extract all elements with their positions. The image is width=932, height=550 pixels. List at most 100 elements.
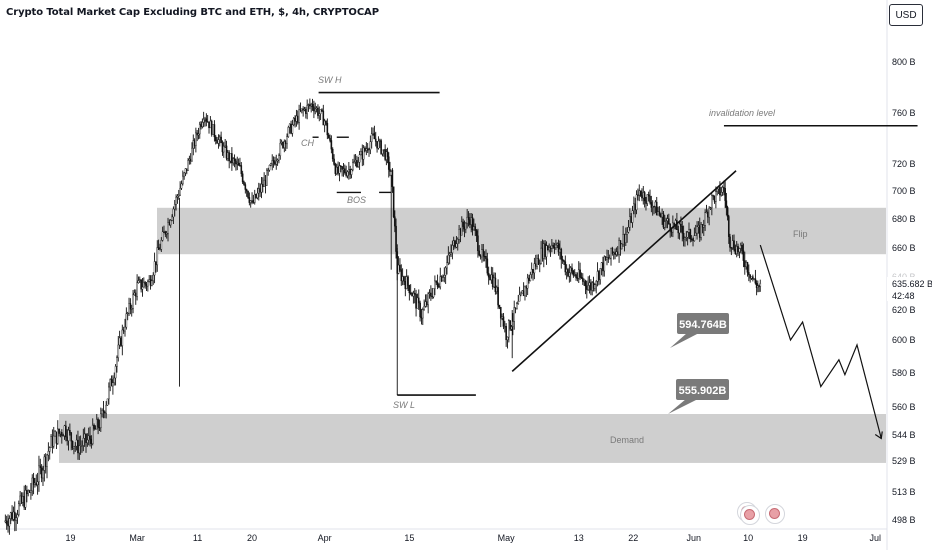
candle-body (240, 165, 243, 174)
candle-body (134, 292, 137, 297)
candle-body (28, 490, 31, 493)
candle-body (442, 277, 444, 282)
candle-body (497, 287, 499, 306)
chart-title: Crypto Total Market Cap Excluding BTC an… (6, 7, 379, 18)
candle-body (376, 141, 378, 149)
candle-body (125, 313, 128, 328)
candle-body (276, 159, 279, 162)
candle-body (501, 316, 503, 319)
candle-body (584, 280, 587, 287)
candle-body (463, 226, 466, 230)
candle-body (481, 249, 483, 258)
candle-body (663, 221, 666, 228)
current-price-label: 635.682 B (892, 279, 932, 289)
candle-body (560, 249, 563, 260)
currency-button[interactable]: USD (889, 4, 923, 26)
candle-body (423, 306, 425, 310)
candle-body (638, 190, 641, 196)
candle-body (411, 293, 413, 297)
candle-body (300, 108, 303, 111)
candle-body (532, 268, 534, 274)
candle-body (391, 169, 394, 187)
candle-body (702, 225, 705, 228)
candle-body (335, 167, 338, 174)
candle-body (121, 329, 124, 346)
candle-body (63, 425, 66, 436)
candle-body (327, 134, 330, 139)
y-tick-label: 620 B (892, 305, 916, 315)
candle-body (440, 276, 443, 282)
candle-body (639, 190, 642, 196)
candle-body (217, 139, 220, 144)
y-tick-label: 800 B (892, 57, 916, 67)
candle-body (235, 160, 237, 165)
candle-body (548, 247, 550, 251)
candle-body (210, 120, 213, 135)
candle-body (434, 280, 436, 289)
candle-body (322, 110, 325, 126)
candle-body (38, 465, 40, 483)
current-price-box (887, 277, 932, 301)
candle-body (65, 425, 67, 438)
candle-body (17, 503, 20, 515)
candle-body (229, 153, 232, 162)
candle-body (9, 512, 12, 519)
candle-body (435, 280, 438, 283)
candle-body (90, 438, 93, 444)
candle-body (223, 146, 225, 153)
candle-body (633, 203, 635, 211)
x-tick-label: 20 (247, 533, 257, 543)
candle-body (243, 181, 245, 185)
candle-body (149, 279, 152, 286)
candle-body (191, 147, 193, 162)
candle-body (78, 445, 81, 454)
candle-body (358, 154, 361, 163)
candle-body (372, 133, 374, 135)
candle-body (331, 148, 334, 160)
candle-body (270, 163, 272, 166)
candle-body (173, 204, 176, 210)
candle-body (677, 229, 680, 234)
candle-body (165, 232, 168, 235)
event-marker-icon[interactable] (765, 504, 785, 524)
candle-body (614, 252, 616, 255)
candle-body (547, 245, 549, 251)
candle-body (729, 236, 731, 248)
event-markers-icon[interactable] (737, 502, 763, 526)
candle-body (685, 237, 688, 239)
candle-body (341, 166, 343, 170)
candle-body (89, 435, 91, 440)
candle-body (686, 232, 689, 238)
candle-body (680, 223, 682, 227)
candle-body (600, 262, 603, 269)
candle-body (114, 366, 117, 379)
candle-body (689, 229, 692, 240)
candle-body (707, 211, 709, 218)
candle-body (61, 432, 63, 436)
candle-body (629, 216, 631, 228)
candle-body (565, 269, 568, 273)
candle-body (506, 336, 509, 341)
candle-body (95, 419, 98, 430)
candle-body (241, 173, 244, 183)
candle-body (755, 283, 758, 288)
candle-body (563, 260, 565, 262)
candle-body (218, 136, 221, 140)
candle-body (164, 231, 167, 235)
callout-price-2 (676, 379, 729, 400)
zone-demand (59, 414, 886, 463)
candle-body (586, 285, 588, 290)
candle-body (416, 297, 419, 309)
candle-body (499, 307, 502, 319)
candle-body (225, 145, 228, 159)
candle-body (40, 467, 43, 479)
candle-body (627, 227, 630, 233)
candle-body (696, 226, 698, 234)
candle-body (567, 269, 569, 277)
candle-body (452, 240, 455, 246)
callout-price-2-text: 555.902B (679, 385, 727, 397)
candle-body (161, 231, 164, 241)
candle-body (24, 490, 27, 508)
candle-body (380, 140, 382, 154)
